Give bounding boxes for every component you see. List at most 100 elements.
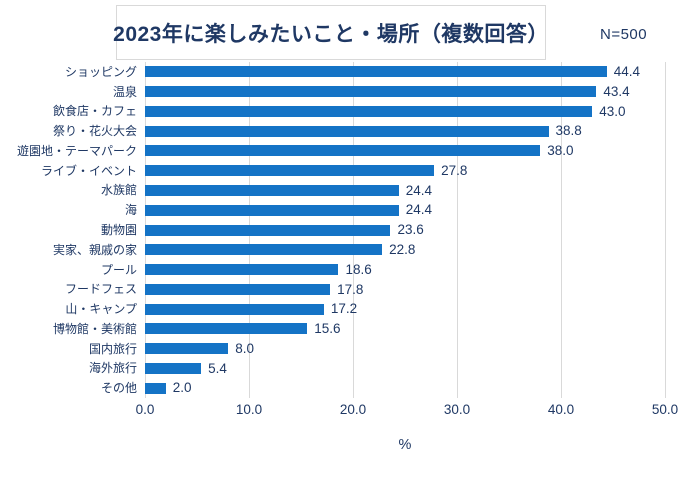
bar-zone: 38.8 [145, 121, 700, 141]
bar-rows: ショッピング 44.4 温泉 43.4 飲食店・カフェ 43.0 祭り・花火大会 38.8 遊園… [0, 62, 700, 398]
chart-title-box: 2023年に楽しみたいこと・場所（複数回答） [113, 5, 549, 60]
bar-zone: 43.0 [145, 102, 700, 122]
category-label: 水族館 [100, 183, 137, 198]
bar-zone: 24.4 [145, 200, 700, 220]
bar [145, 145, 541, 157]
chart-title: 2023年に楽しみたいこと・場所（複数回答） [113, 22, 549, 46]
value-label: 2.0 [172, 380, 192, 396]
value-label: 17.2 [330, 301, 358, 317]
bar-zone: 23.6 [145, 220, 700, 240]
bar [145, 125, 549, 137]
value-label: 17.8 [337, 281, 364, 297]
bar [145, 323, 308, 335]
bar [145, 224, 391, 236]
bar-zone: 22.8 [145, 240, 700, 260]
bar-zone: 44.4 [145, 62, 700, 82]
bar-row: 動物園 23.6 [0, 220, 700, 240]
bar-row: 国内旅行 8.0 [0, 339, 700, 359]
sample-size-label: N=500 [600, 26, 648, 43]
bar [145, 303, 324, 315]
category-label: 博物館・美術館 [52, 321, 137, 336]
bar-row: 実家、親戚の家 22.8 [0, 240, 700, 260]
bar-zone: 15.6 [145, 319, 700, 339]
value-label: 43.4 [603, 83, 630, 99]
category-label: 山・キャンプ [65, 302, 137, 317]
value-label: 23.6 [397, 222, 424, 238]
value-label: 24.4 [405, 202, 433, 218]
category-label: ライブ・イベント [40, 163, 137, 178]
plot-area: ショッピング 44.4 温泉 43.4 飲食店・カフェ 43.0 祭り・花火大会 38.8 遊園… [0, 62, 700, 398]
bar-row: 博物館・美術館 15.6 [0, 319, 700, 339]
bar [145, 264, 339, 276]
bar [145, 86, 597, 98]
bar-row: 温泉 43.4 [0, 82, 700, 102]
bar [145, 184, 399, 196]
x-tick-label: 30.0 [443, 402, 471, 417]
value-label: 24.4 [405, 182, 433, 198]
category-label: その他 [100, 381, 137, 396]
bar [145, 244, 383, 256]
gridline [561, 62, 562, 398]
bar-zone: 27.8 [145, 161, 700, 181]
category-label: プール [100, 262, 137, 277]
bar-row: 水族館 24.4 [0, 181, 700, 201]
value-label: 38.0 [547, 143, 574, 159]
bar-zone: 5.4 [145, 358, 700, 378]
bar-row: 祭り・花火大会 38.8 [0, 121, 700, 141]
bar-row: 遊園地・テーマパーク 38.0 [0, 141, 700, 161]
gridline [457, 62, 458, 398]
bar-zone: 17.2 [145, 299, 700, 319]
category-label: 祭り・花火大会 [52, 124, 137, 139]
x-tick-label: 40.0 [547, 402, 575, 417]
x-axis-label: % [398, 437, 412, 453]
bar-row: 海 24.4 [0, 200, 700, 220]
bar-zone: 43.4 [145, 82, 700, 102]
x-axis-ticks: 0.0 10.0 20.0 30.0 40.0 50.0 [0, 402, 700, 420]
x-tick-label: 20.0 [339, 402, 367, 417]
value-label: 18.6 [345, 261, 372, 277]
bar-zone: 24.4 [145, 181, 700, 201]
x-tick-label: 10.0 [235, 402, 263, 417]
bar [145, 283, 331, 295]
category-label: 海外旅行 [88, 361, 137, 376]
value-label: 44.4 [613, 64, 641, 80]
bar-row: 山・キャンプ 17.2 [0, 299, 700, 319]
value-label: 5.4 [208, 360, 227, 376]
category-label: 実家、親戚の家 [52, 242, 137, 257]
bar [145, 343, 229, 355]
bar-row: プール 18.6 [0, 260, 700, 280]
bar-row: ライブ・イベント 27.8 [0, 161, 700, 181]
bar-row: ショッピング 44.4 [0, 62, 700, 82]
category-label: ショッピング [64, 64, 137, 79]
x-tick-label: 50.0 [651, 402, 679, 417]
bar-row: 海外旅行 5.4 [0, 358, 700, 378]
bar-zone: 2.0 [145, 378, 700, 398]
category-label: 飲食店・カフェ [52, 104, 137, 119]
bar-row: その他 2.0 [0, 378, 700, 398]
bar-zone: 38.0 [145, 141, 700, 161]
gridline [665, 62, 666, 398]
category-label: フードフェス [64, 282, 137, 297]
category-label: 動物園 [100, 223, 137, 237]
value-label: 8.0 [235, 340, 254, 356]
bar [145, 105, 593, 117]
bar-zone: 17.8 [145, 279, 700, 299]
x-tick-label: 0.0 [135, 402, 155, 417]
value-label: 15.6 [314, 321, 341, 337]
bar-row: フードフェス 17.8 [0, 279, 700, 299]
bar [145, 382, 166, 394]
bar [145, 66, 607, 78]
bar [145, 204, 399, 216]
bar [145, 362, 202, 374]
bar-row: 飲食店・カフェ 43.0 [0, 102, 700, 122]
value-label: 27.8 [441, 162, 468, 178]
value-label: 38.8 [555, 123, 582, 139]
category-label: 国内旅行 [88, 341, 137, 356]
bar [145, 165, 435, 177]
category-label: 海 [124, 203, 137, 218]
category-label: 温泉 [112, 84, 137, 99]
category-label: 遊園地・テーマパーク [16, 143, 137, 158]
value-label: 43.0 [599, 103, 626, 119]
bar-zone: 18.6 [145, 260, 700, 280]
